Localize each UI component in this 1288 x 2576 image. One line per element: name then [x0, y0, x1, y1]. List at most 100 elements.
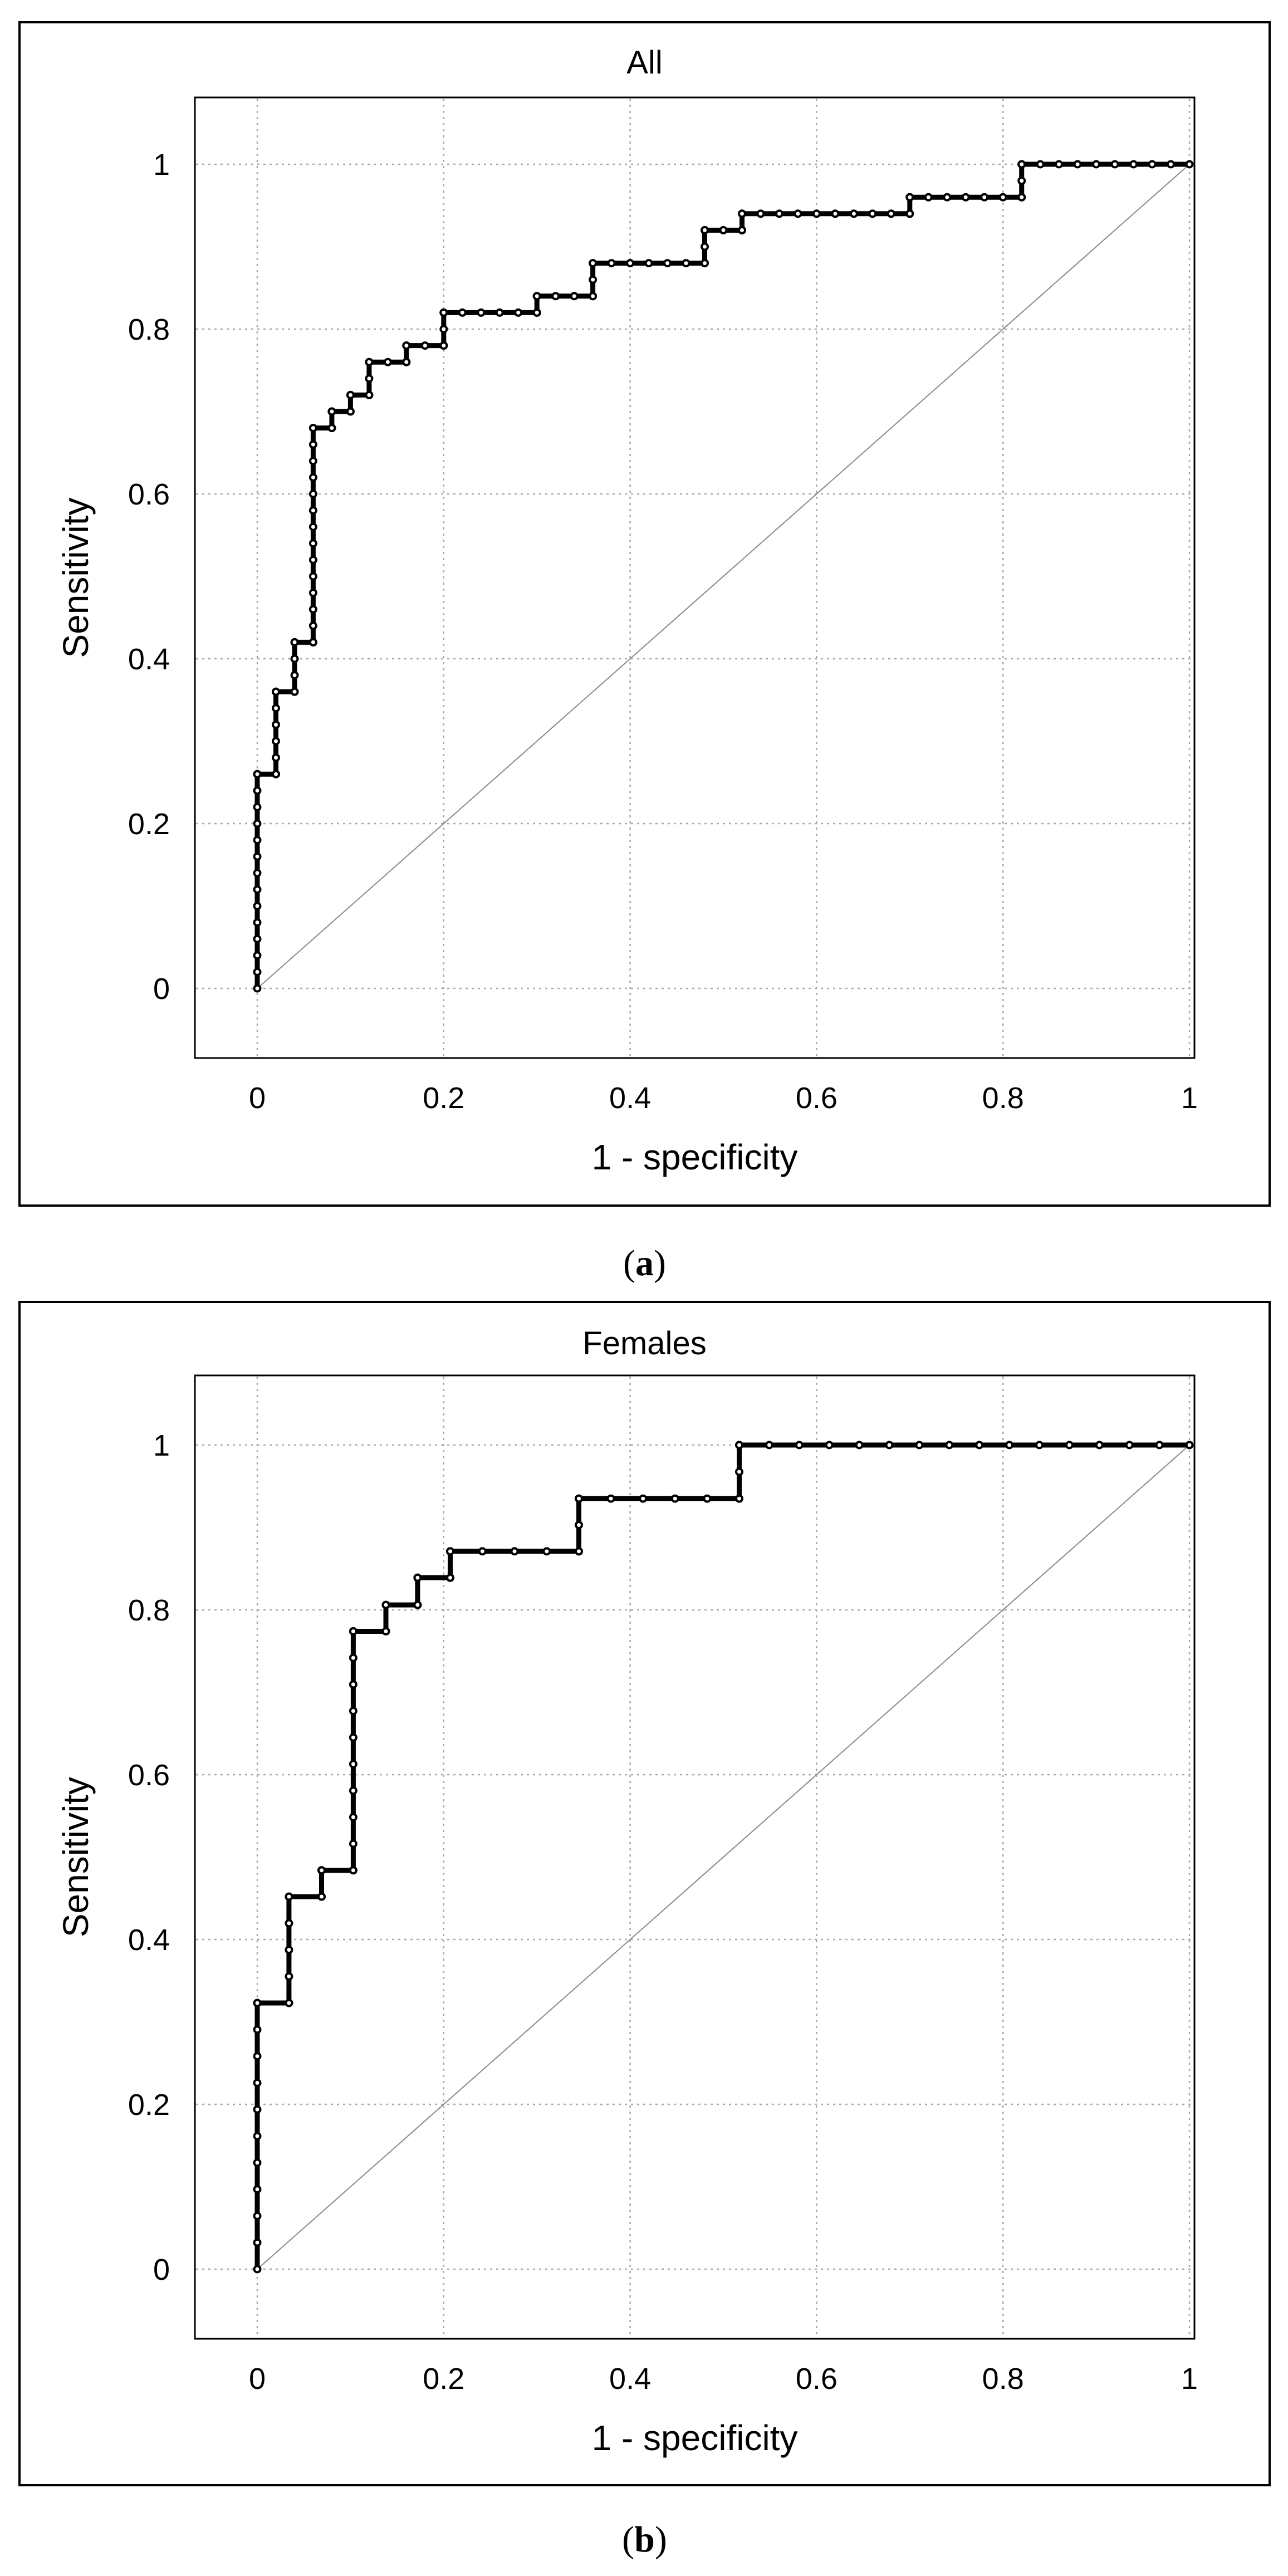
roc-point	[253, 918, 262, 927]
roc-point	[308, 555, 317, 564]
roc-point	[439, 308, 448, 317]
roc-point	[1017, 160, 1026, 169]
y-tick-label: 0.6	[128, 478, 170, 511]
roc-point	[285, 1999, 293, 2007]
roc-point	[308, 572, 317, 581]
roc-point	[290, 671, 299, 680]
roc-point	[285, 1946, 293, 1954]
roc-point	[272, 720, 280, 729]
roc-point	[308, 440, 317, 449]
y-tick-label: 0.8	[128, 1594, 170, 1627]
roc-point	[253, 2105, 262, 2114]
roc-point	[327, 424, 336, 433]
roc-point	[349, 1627, 357, 1635]
roc-point	[644, 259, 653, 268]
roc-point	[589, 292, 598, 301]
roc-point	[290, 687, 299, 696]
x-tick-label: 0.4	[609, 2362, 651, 2396]
roc-point	[308, 457, 317, 466]
roc-point	[589, 259, 598, 268]
roc-point	[1167, 160, 1175, 169]
roc-point	[575, 1547, 583, 1556]
roc-point	[253, 770, 262, 778]
roc-point	[905, 209, 914, 218]
roc-point	[1125, 1441, 1134, 1449]
roc-point	[446, 1547, 454, 1556]
x-tick-label: 0	[249, 2362, 266, 2396]
roc-point	[346, 390, 355, 399]
x-axis-title: 1 - specificity	[592, 2418, 798, 2458]
roc-point	[413, 1600, 422, 1609]
y-tick-label: 1	[153, 1429, 170, 1462]
roc-point	[308, 506, 317, 515]
roc-point	[885, 1441, 894, 1449]
roc-point	[253, 2238, 262, 2247]
roc-point	[975, 1441, 984, 1449]
roc-point	[532, 308, 541, 317]
roc-point	[308, 522, 317, 531]
x-tick-label: 0.6	[796, 1081, 838, 1115]
roc-point	[626, 259, 635, 268]
plot-area	[194, 1374, 1196, 2340]
roc-point	[831, 209, 840, 218]
roc-point	[542, 1547, 551, 1556]
roc-point	[575, 1521, 583, 1530]
x-tick-label: 0.8	[982, 2362, 1024, 2396]
panel-caption: (b)	[622, 2519, 667, 2560]
roc-point	[701, 242, 709, 251]
roc-point	[308, 424, 317, 433]
reference-diagonal-line	[257, 164, 1190, 989]
caption-open-paren: (	[622, 2519, 634, 2560]
roc-point	[1017, 193, 1026, 202]
y-axis-title: Sensitivity	[56, 497, 96, 658]
roc-point	[812, 209, 821, 218]
roc-point	[589, 275, 598, 284]
roc-point	[794, 209, 802, 218]
x-tick-label: 0.2	[423, 2362, 464, 2396]
roc-point	[1148, 160, 1157, 169]
roc-point	[1129, 160, 1138, 169]
roc-point	[477, 308, 486, 317]
roc-point	[253, 819, 262, 828]
roc-point	[915, 1441, 924, 1449]
roc-point	[735, 1494, 743, 1503]
caption-letter: b	[634, 2519, 655, 2560]
roc-point	[349, 1653, 357, 1662]
roc-point	[346, 407, 355, 416]
chart-title: Females	[582, 1325, 706, 1362]
roc-point	[458, 308, 467, 317]
roc-point	[253, 2211, 262, 2220]
roc-point	[253, 2025, 262, 2034]
x-tick-label: 0.6	[796, 2362, 838, 2396]
chart-title: All	[626, 45, 662, 81]
roc-point	[253, 802, 262, 811]
roc-point	[1155, 1441, 1164, 1449]
roc-point	[756, 209, 765, 218]
caption-close-paren: )	[655, 2519, 667, 2560]
roc-point	[1036, 160, 1045, 169]
roc-point	[365, 390, 374, 399]
roc-point	[272, 753, 280, 762]
roc-point	[1017, 177, 1026, 185]
roc-point	[1065, 1441, 1074, 1449]
roc-point	[439, 325, 448, 334]
roc-point	[383, 357, 392, 366]
roc-point	[253, 951, 262, 960]
roc-point	[253, 984, 262, 993]
roc-point	[719, 226, 728, 234]
roc-point	[735, 1441, 743, 1449]
roc-point	[924, 193, 933, 202]
roc-point	[317, 1892, 326, 1901]
caption-close-paren: )	[654, 1243, 666, 1284]
x-tick-label: 0.4	[609, 1081, 651, 1115]
roc-point	[381, 1627, 390, 1635]
roc-point	[639, 1494, 648, 1503]
plot-area	[194, 96, 1196, 1059]
roc-point	[253, 2078, 262, 2087]
roc-point	[868, 209, 877, 218]
panel-females: Females 0 0.2 0.4 0.6 0.8 1 0 0.2 0.4 0.6 0.8 1 1 - s…	[18, 1301, 1271, 2560]
roc-point	[606, 1494, 615, 1503]
roc-point	[795, 1441, 804, 1449]
y-tick-label: 0	[153, 2253, 170, 2286]
roc-point	[682, 259, 690, 268]
